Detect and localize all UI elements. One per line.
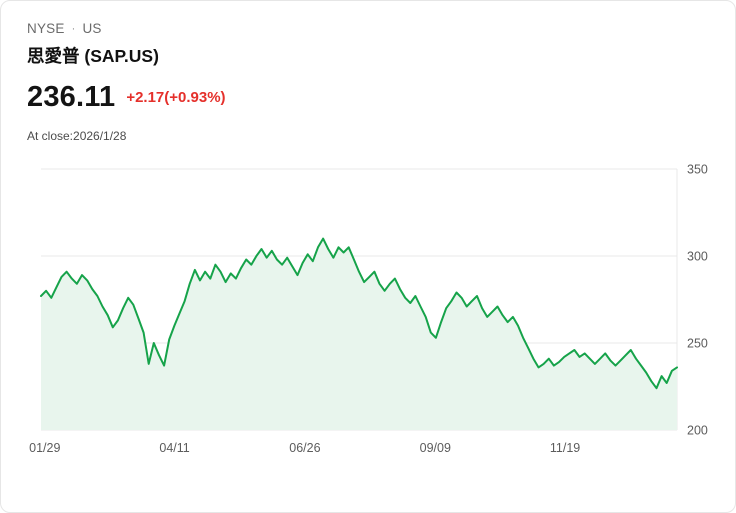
exchange-info: NYSE · US [27, 21, 709, 36]
svg-text:250: 250 [687, 337, 708, 351]
price-value: 236.11 [27, 81, 116, 113]
close-time: At close:2026/1/28 [27, 129, 127, 143]
svg-text:06/26: 06/26 [289, 441, 320, 455]
price-row: 236.11 +2.17(+0.93%) [27, 81, 709, 114]
svg-text:350: 350 [687, 163, 708, 177]
svg-text:09/09: 09/09 [420, 441, 451, 455]
market-label: US [82, 21, 102, 36]
exchange-label: NYSE [27, 21, 65, 36]
svg-text:11/19: 11/19 [550, 441, 580, 455]
svg-text:200: 200 [687, 424, 708, 438]
price-chart-svg[interactable]: 350 300 250 200 01/29 04/11 06/26 09/09 11/19 [1, 157, 736, 467]
quote-header: NYSE · US 思愛普 (SAP.US) 236.11 +2.17(+0.9… [1, 1, 735, 143]
svg-text:300: 300 [687, 250, 708, 264]
stock-name: 思愛普 (SAP.US) [27, 46, 159, 66]
svg-text:04/11: 04/11 [159, 441, 189, 455]
svg-text:01/29: 01/29 [29, 441, 60, 455]
price-chart[interactable]: 350 300 250 200 01/29 04/11 06/26 09/09 11/19 [1, 157, 735, 472]
price-change: +2.17(+0.93%) [126, 89, 226, 106]
separator-dot: · [71, 22, 76, 35]
